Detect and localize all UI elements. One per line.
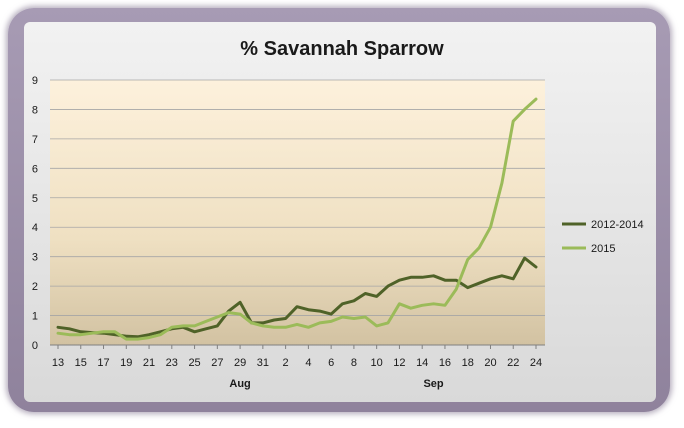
y-tick-label: 3 bbox=[32, 252, 38, 264]
series-lines bbox=[56, 97, 538, 341]
x-tick-label: 31 bbox=[257, 357, 269, 369]
x-tick-label: 2 bbox=[283, 357, 289, 369]
y-tick-label: 8 bbox=[32, 104, 38, 116]
x-tick-label: 14 bbox=[416, 357, 428, 369]
y-tick-label: 0 bbox=[32, 340, 38, 352]
series-line-1 bbox=[56, 256, 538, 339]
x-tick-label: 29 bbox=[234, 357, 246, 369]
plot-area bbox=[50, 80, 545, 345]
x-tick-label: 16 bbox=[439, 357, 451, 369]
x-tick-label: 4 bbox=[305, 357, 311, 369]
x-tick-label: 19 bbox=[120, 357, 132, 369]
x-tick-label: 21 bbox=[143, 357, 155, 369]
y-tick-label: 6 bbox=[32, 163, 38, 175]
y-tick-label: 5 bbox=[32, 193, 38, 205]
x-tick-label: 12 bbox=[393, 357, 405, 369]
x-tick-label: 17 bbox=[97, 357, 109, 369]
x-tick-label: 25 bbox=[188, 357, 200, 369]
x-tick-label: 10 bbox=[371, 357, 383, 369]
x-tick-label: 8 bbox=[351, 357, 357, 369]
legend: 2012-2014 2015 bbox=[562, 219, 644, 255]
chart-title: % Savannah Sparrow bbox=[240, 38, 444, 60]
y-axis-tick-labels: 0 1 2 3 4 5 6 7 8 9 bbox=[32, 75, 38, 352]
x-tick-label: 18 bbox=[462, 357, 474, 369]
x-tick-label: 22 bbox=[507, 357, 519, 369]
month-label: Aug bbox=[229, 378, 250, 390]
y-tick-label: 9 bbox=[32, 75, 38, 87]
y-tick-label: 1 bbox=[32, 311, 38, 323]
y-tick-label: 2 bbox=[32, 281, 38, 293]
x-tick-label: 24 bbox=[530, 357, 542, 369]
legend-label: 2012-2014 bbox=[591, 219, 644, 231]
x-tick-label: 27 bbox=[211, 357, 223, 369]
y-tick-label: 7 bbox=[32, 134, 38, 146]
y-tick-label: 4 bbox=[32, 222, 38, 234]
x-axis-tick-labels: 13 15 17 19 21 23 25 27 29 31 2 4 6 8 10 12 14 16 18 20 22 24 bbox=[52, 345, 542, 369]
x-tick-label: 13 bbox=[52, 357, 64, 369]
x-axis-month-labels: Aug Sep bbox=[229, 378, 444, 390]
x-tick-label: 20 bbox=[484, 357, 496, 369]
month-label: Sep bbox=[423, 378, 443, 390]
series-line-2 bbox=[56, 97, 538, 341]
x-tick-label: 6 bbox=[328, 357, 334, 369]
x-tick-label: 15 bbox=[75, 357, 87, 369]
gridlines bbox=[50, 79, 545, 346]
x-tick-label: 23 bbox=[166, 357, 178, 369]
legend-label: 2015 bbox=[591, 243, 615, 255]
